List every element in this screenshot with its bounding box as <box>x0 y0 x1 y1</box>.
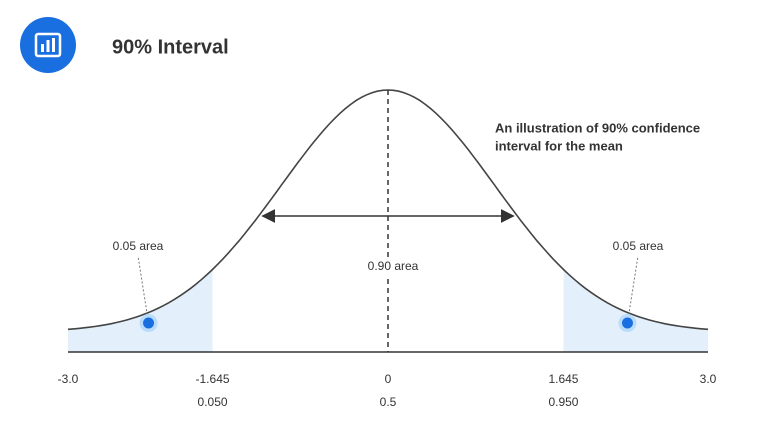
area-label: 0.05 area <box>113 239 164 253</box>
tick-label: -1.645 <box>196 372 230 386</box>
marker-dot <box>621 317 633 329</box>
tail-area <box>563 269 708 352</box>
leader-line <box>626 255 639 324</box>
area-label: 0.05 area <box>613 239 664 253</box>
probability-label: 0.050 <box>198 395 228 409</box>
tick-label: 1.645 <box>548 372 578 386</box>
label-bg <box>358 258 418 276</box>
leader-line <box>137 255 150 324</box>
marker-dot <box>143 317 155 329</box>
probability-label: 0.5 <box>380 395 397 409</box>
center-area-label: 0.90 area <box>368 259 419 273</box>
icon-bar <box>41 44 44 52</box>
plot: 0.90 area 0.05 area 0.05 area -3.0 -1.645 0.0… <box>58 89 717 409</box>
annotation: interval for the mean <box>495 138 623 153</box>
tail-area <box>68 269 213 352</box>
probability-label: 0.950 <box>548 395 578 409</box>
icon-bar <box>46 40 50 52</box>
tick-label: 0 <box>385 372 392 386</box>
tick-label: -3.0 <box>58 372 79 386</box>
icon-frame <box>34 32 62 58</box>
title: 90% Interval <box>112 36 229 58</box>
icon-bar <box>52 38 55 52</box>
annotation: An illustration of 90% confidence <box>495 120 700 135</box>
tick-label: 3.0 <box>700 372 717 386</box>
